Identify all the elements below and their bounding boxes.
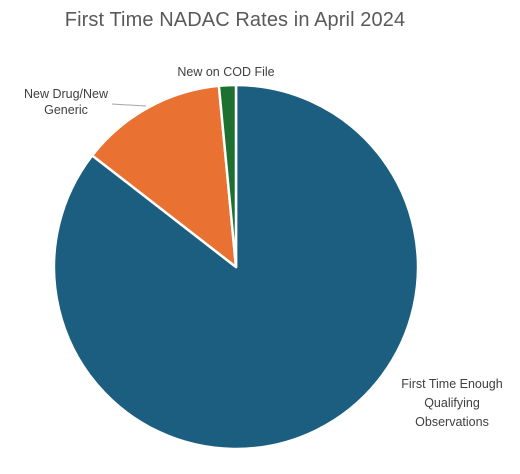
slice-label-new-on-cod-file: New on COD File <box>177 65 274 79</box>
labels-layer: First Time Enough Qualifying Observations N… <box>24 65 503 429</box>
chart-title: First Time NADAC Rates in April 2024 <box>64 9 406 31</box>
slice-label-first-time-enough: First Time Enough Qualifying Observations <box>401 377 502 429</box>
leader-line-1 <box>111 103 147 107</box>
slices-layer <box>52 83 420 451</box>
pie-slice-2 <box>217 83 238 269</box>
pie-slice-1 <box>90 84 238 269</box>
slice-label-new-drug-new-generic: New Drug/New Generic <box>24 87 109 117</box>
